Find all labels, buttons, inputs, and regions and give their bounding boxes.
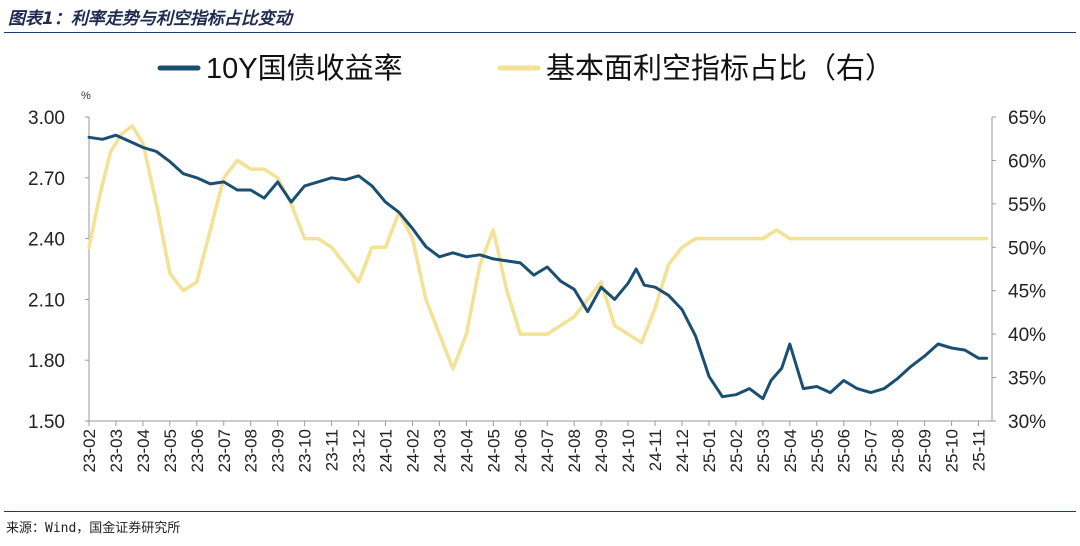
- right-tick-label: 65%: [1008, 108, 1046, 129]
- x-tick-label: 25-05: [808, 429, 827, 472]
- x-tick-label: 23-05: [161, 429, 180, 472]
- x-tick-label: 24-03: [430, 429, 449, 472]
- x-tick-label: 24-12: [673, 429, 692, 472]
- right-tick-label: 30%: [1008, 412, 1046, 433]
- x-tick-label: 25-01: [700, 429, 719, 472]
- legend-label-1: 基本面利空指标占比（右）: [546, 52, 894, 85]
- x-tick-label: 24-01: [377, 429, 396, 472]
- left-tick-label: 3.00: [28, 108, 65, 129]
- x-tick-label: 24-08: [565, 429, 584, 472]
- right-tick-label: 50%: [1008, 238, 1046, 259]
- bottom-rule: [4, 511, 1076, 512]
- x-tick-label: 24-07: [538, 429, 557, 472]
- x-tick-label: 23-07: [215, 429, 234, 472]
- right-tick-label: 55%: [1008, 195, 1046, 216]
- x-tick-label: 23-10: [296, 429, 315, 472]
- x-tick-label: 25-09: [916, 429, 935, 472]
- x-tick-label: 25-08: [889, 429, 908, 472]
- right-tick-label: 35%: [1008, 369, 1046, 390]
- x-tick-label: 24-04: [457, 429, 476, 472]
- top-rule: [4, 32, 1076, 33]
- x-tick-label: 24-09: [592, 429, 611, 472]
- left-tick-label: 1.80: [28, 351, 65, 372]
- x-tick-label: 24-06: [511, 429, 530, 472]
- series-line-bearish-share: [87, 123, 989, 371]
- x-tick-label: 23-08: [242, 429, 261, 472]
- x-tick-label: 23-03: [107, 429, 126, 472]
- figure-title: 图表1：利率走势与利空指标占比变动: [8, 9, 292, 29]
- left-tick-label: 2.70: [28, 169, 65, 190]
- chart-series: [87, 123, 989, 401]
- left-tick-label: 2.10: [28, 290, 65, 311]
- left-tick-label: 2.40: [28, 230, 65, 251]
- x-tick-label: 23-02: [80, 429, 99, 472]
- x-tick-label: 23-12: [350, 429, 369, 472]
- x-tick-label: 23-04: [134, 429, 153, 472]
- source-note: 来源：Wind，国金证券研究所: [6, 521, 181, 536]
- x-tick-label: 23-09: [269, 429, 288, 472]
- x-tick-label: 23-11: [323, 429, 342, 471]
- x-tick-label: 23-06: [188, 429, 207, 472]
- x-tick-label: 24-11: [646, 429, 665, 471]
- right-tick-label: 45%: [1008, 282, 1046, 303]
- x-tick-label: 25-11: [970, 429, 989, 471]
- left-axis-unit: %: [81, 90, 91, 102]
- x-tick-label: 25-04: [781, 429, 800, 472]
- right-tick-label: 40%: [1008, 325, 1046, 346]
- x-tick-label: 25-03: [754, 429, 773, 472]
- x-tick-label: 25-06: [835, 429, 854, 472]
- x-tick-label: 25-02: [727, 429, 746, 472]
- chart-axes: % 3.00 2.70 2.40 2.10 1.80 1.50 65% 60% 55% 50% 45%…: [28, 90, 1046, 472]
- line-chart: % 3.00 2.70 2.40 2.10 1.80 1.50 65% 60% 55% 50% 45%…: [28, 52, 1046, 472]
- left-tick-label: 1.50: [28, 412, 65, 433]
- legend-label-0: 10Y国债收益率: [206, 52, 403, 85]
- x-tick-label: 25-07: [862, 429, 881, 472]
- x-tick-label: 24-10: [619, 429, 638, 472]
- x-tick-label: 25-10: [943, 429, 962, 472]
- right-tick-label: 60%: [1008, 151, 1046, 172]
- x-tick-label: 24-02: [403, 429, 422, 472]
- chart-legend: 10Y国债收益率 基本面利空指标占比（右）: [157, 52, 894, 85]
- x-tick-label: 24-05: [484, 429, 503, 472]
- series-line-yield: [87, 133, 989, 401]
